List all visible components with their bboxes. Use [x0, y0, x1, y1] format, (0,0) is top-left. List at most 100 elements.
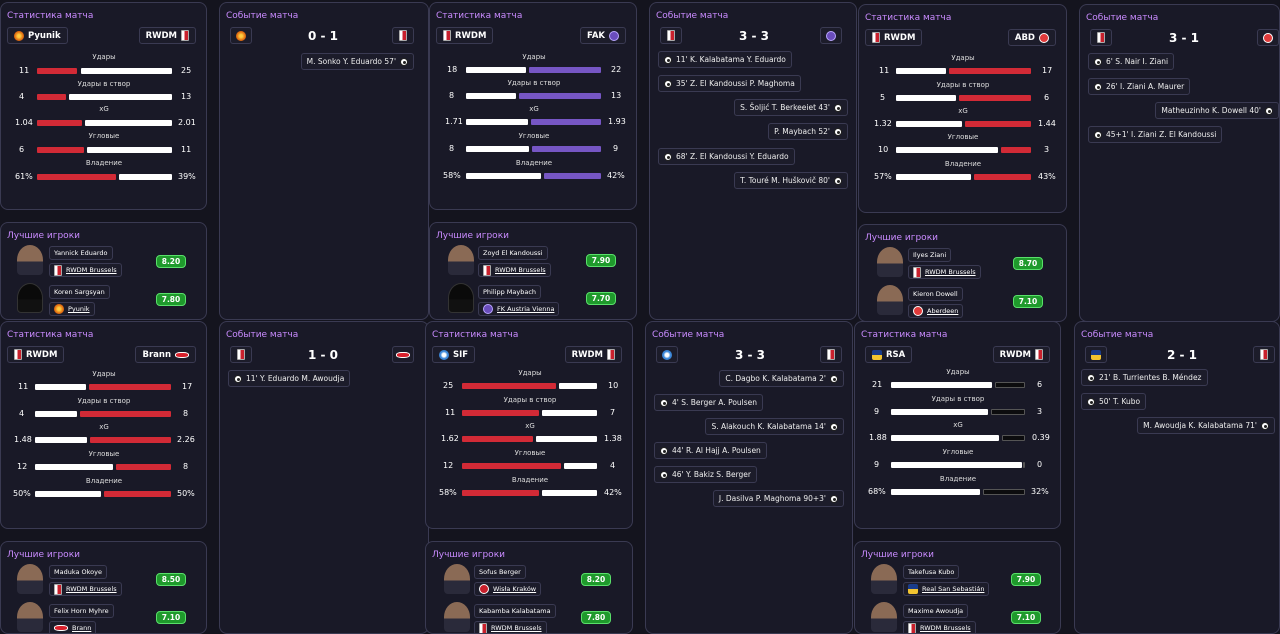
player-avatar — [877, 247, 903, 277]
panel-title: Событие матча — [1081, 330, 1154, 340]
brann-logo-icon — [54, 625, 68, 631]
away-logo-box[interactable] — [1257, 29, 1279, 46]
match-event[interactable]: 26' I. Ziani A. Maurer — [1088, 78, 1191, 95]
match-event[interactable]: 21' B. Turrientes B. Méndez — [1081, 369, 1208, 386]
away-logo-box[interactable] — [392, 27, 414, 44]
match-event[interactable]: 44' R. Al Hajj A. Poulsen — [654, 442, 767, 459]
panel-title: Событие матча — [652, 330, 725, 340]
match-event[interactable]: 45+1' I. Ziani Z. El Kandoussi — [1088, 126, 1223, 143]
player-avatar — [17, 283, 43, 313]
home-team-badge[interactable]: SIF — [432, 346, 476, 363]
best-players-panel: Лучшие игроки Zoyd El Kandoussi RWDM Bru… — [429, 222, 637, 320]
rwdm-logo-icon — [399, 30, 407, 41]
home-logo-box[interactable] — [1085, 346, 1107, 363]
away-team-badge[interactable]: RWDM — [564, 346, 622, 363]
best-player[interactable]: Ilyes Ziani RWDM Brussels 8.70 — [859, 247, 1066, 285]
rwdm-logo-icon — [483, 264, 491, 276]
match-event[interactable]: 35' Z. El Kandoussi P. Maghoma — [658, 75, 801, 92]
away-team-badge[interactable]: Brann — [135, 346, 196, 363]
goal-ball-icon — [1265, 106, 1273, 115]
player-avatar — [448, 245, 474, 275]
rwdm-logo-icon — [607, 349, 615, 360]
best-player[interactable]: Maduka Okoye RWDM Brussels 8.50 — [1, 564, 206, 602]
match-event[interactable]: 11' Y. Eduardo M. Awoudja — [228, 370, 351, 387]
home-logo-box[interactable] — [660, 27, 682, 44]
rsa-logo-icon — [908, 584, 918, 594]
rwdm-logo-icon — [872, 32, 880, 43]
best-player[interactable]: Felix Horn Myhre Brann 7.10 — [1, 602, 206, 633]
home-logo-box[interactable] — [656, 346, 678, 363]
match-event[interactable]: Matheuzinho K. Dowell 40' — [1155, 102, 1279, 119]
sif-logo-icon — [439, 349, 449, 360]
goal-ball-icon — [660, 470, 668, 479]
match-event[interactable]: 4' S. Berger A. Poulsen — [654, 394, 764, 411]
home-team-badge[interactable]: RWDM — [865, 29, 923, 46]
player-avatar — [17, 564, 43, 594]
match-stats-panel: Статистика матча RWDM FAK Удары 18 22 Уд… — [429, 2, 637, 210]
aberdeen-logo-icon — [913, 306, 923, 316]
match-event[interactable]: M. Awoudja K. Kalabatama 71' — [1137, 417, 1275, 434]
player-rating: 7.10 — [1013, 295, 1043, 308]
home-logo-box[interactable] — [230, 27, 252, 44]
goal-ball-icon — [664, 152, 672, 161]
match-event[interactable]: C. Dagbo K. Kalabatama 2' — [719, 370, 844, 387]
match-event[interactable]: 6' S. Nair I. Ziani — [1088, 53, 1175, 70]
best-players-panel: Лучшие игроки Yannick Eduardo RWDM Bruss… — [0, 222, 207, 320]
rwdm-logo-icon — [1097, 32, 1105, 43]
player-rating: 8.20 — [581, 573, 611, 586]
best-player[interactable]: Maxime Awoudja RWDM Brussels 7.10 — [855, 602, 1060, 633]
home-logo-box[interactable] — [230, 346, 252, 363]
goal-ball-icon — [1094, 130, 1102, 139]
goal-ball-icon — [400, 57, 408, 66]
home-logo-box[interactable] — [1090, 29, 1112, 46]
match-event[interactable]: S. Alakouch K. Kalabatama 14' — [705, 418, 844, 435]
score: 3 - 3 — [734, 348, 766, 362]
match-event[interactable]: 50' T. Kubo — [1081, 393, 1147, 410]
match-event[interactable]: J. Dasilva P. Maghoma 90+3' — [712, 490, 844, 507]
away-logo-box[interactable] — [1253, 346, 1275, 363]
brann-logo-icon — [175, 351, 189, 358]
best-player[interactable]: Yannick Eduardo RWDM Brussels 8.20 — [1, 245, 206, 283]
best-player[interactable]: Takefusa Kubo Real San Sebastián 7.90 — [855, 564, 1060, 602]
match-event[interactable]: T. Touré M. Huškovič 80' — [734, 172, 848, 189]
match-event[interactable]: 11' K. Kalabatama Y. Eduardo — [658, 51, 792, 68]
player-rating: 7.10 — [156, 611, 186, 624]
match-event[interactable]: 68' Z. El Kandoussi Y. Eduardo — [658, 148, 795, 165]
home-team-badge[interactable]: RWDM — [7, 346, 65, 363]
home-team-badge[interactable]: RWDM — [436, 27, 494, 44]
best-players-panel: Лучшие игроки Sofus Berger Wisła Kraków … — [425, 541, 633, 634]
best-player[interactable]: Zoyd El Kandoussi RWDM Brussels 7.90 — [430, 245, 636, 283]
away-team-badge[interactable]: RWDM — [992, 346, 1050, 363]
match-event[interactable]: 46' Y. Bakiz S. Berger — [654, 466, 758, 483]
player-avatar — [877, 285, 903, 315]
best-player[interactable]: Kabamba Kalabatama RWDM Brussels 7.80 — [426, 602, 632, 633]
away-team-badge[interactable]: FAK — [580, 27, 626, 44]
best-player[interactable]: Sofus Berger Wisła Kraków 8.20 — [426, 564, 632, 602]
match-events-panel: Событие матча 1 - 0 11' Y. Eduardo M. Aw… — [219, 321, 429, 634]
panel-title: Статистика матча — [861, 330, 948, 340]
rwdm-logo-icon — [479, 622, 487, 633]
pyunik-logo-icon — [14, 30, 24, 41]
best-player[interactable]: Kieron Dowell Aberdeen 7.10 — [859, 285, 1066, 321]
rwdm-logo-icon — [443, 30, 451, 41]
away-team-badge[interactable]: RWDM — [138, 27, 196, 44]
home-team-badge[interactable]: Pyunik — [7, 27, 68, 44]
match-stats-panel: Статистика матча RWDM Brann Удары 11 17 … — [0, 321, 207, 529]
away-logo-box[interactable] — [820, 27, 842, 44]
player-avatar — [444, 602, 470, 632]
score: 3 - 3 — [738, 29, 770, 43]
away-team-badge[interactable]: ABD — [1007, 29, 1056, 46]
goal-ball-icon — [1087, 373, 1095, 382]
home-team-badge[interactable]: RSA — [865, 346, 913, 363]
best-player[interactable]: Philipp Maybach FK Austria Vienna 7.70 — [430, 283, 636, 319]
away-logo-box[interactable] — [392, 346, 414, 363]
rwdm-logo-icon — [908, 622, 916, 633]
away-logo-box[interactable] — [820, 346, 842, 363]
match-event[interactable]: P. Maybach 52' — [768, 123, 848, 140]
best-players-panel: Лучшие игроки Takefusa Kubo Real San Seb… — [854, 541, 1061, 634]
match-event[interactable]: S. Šoljić T. Berkeeiet 43' — [734, 99, 848, 116]
goal-ball-icon — [830, 422, 838, 431]
match-event[interactable]: M. Sonko Y. Eduardo 57' — [300, 53, 414, 70]
best-player[interactable]: Koren Sargsyan Pyunik 7.80 — [1, 283, 206, 319]
wisla-logo-icon — [479, 584, 489, 594]
